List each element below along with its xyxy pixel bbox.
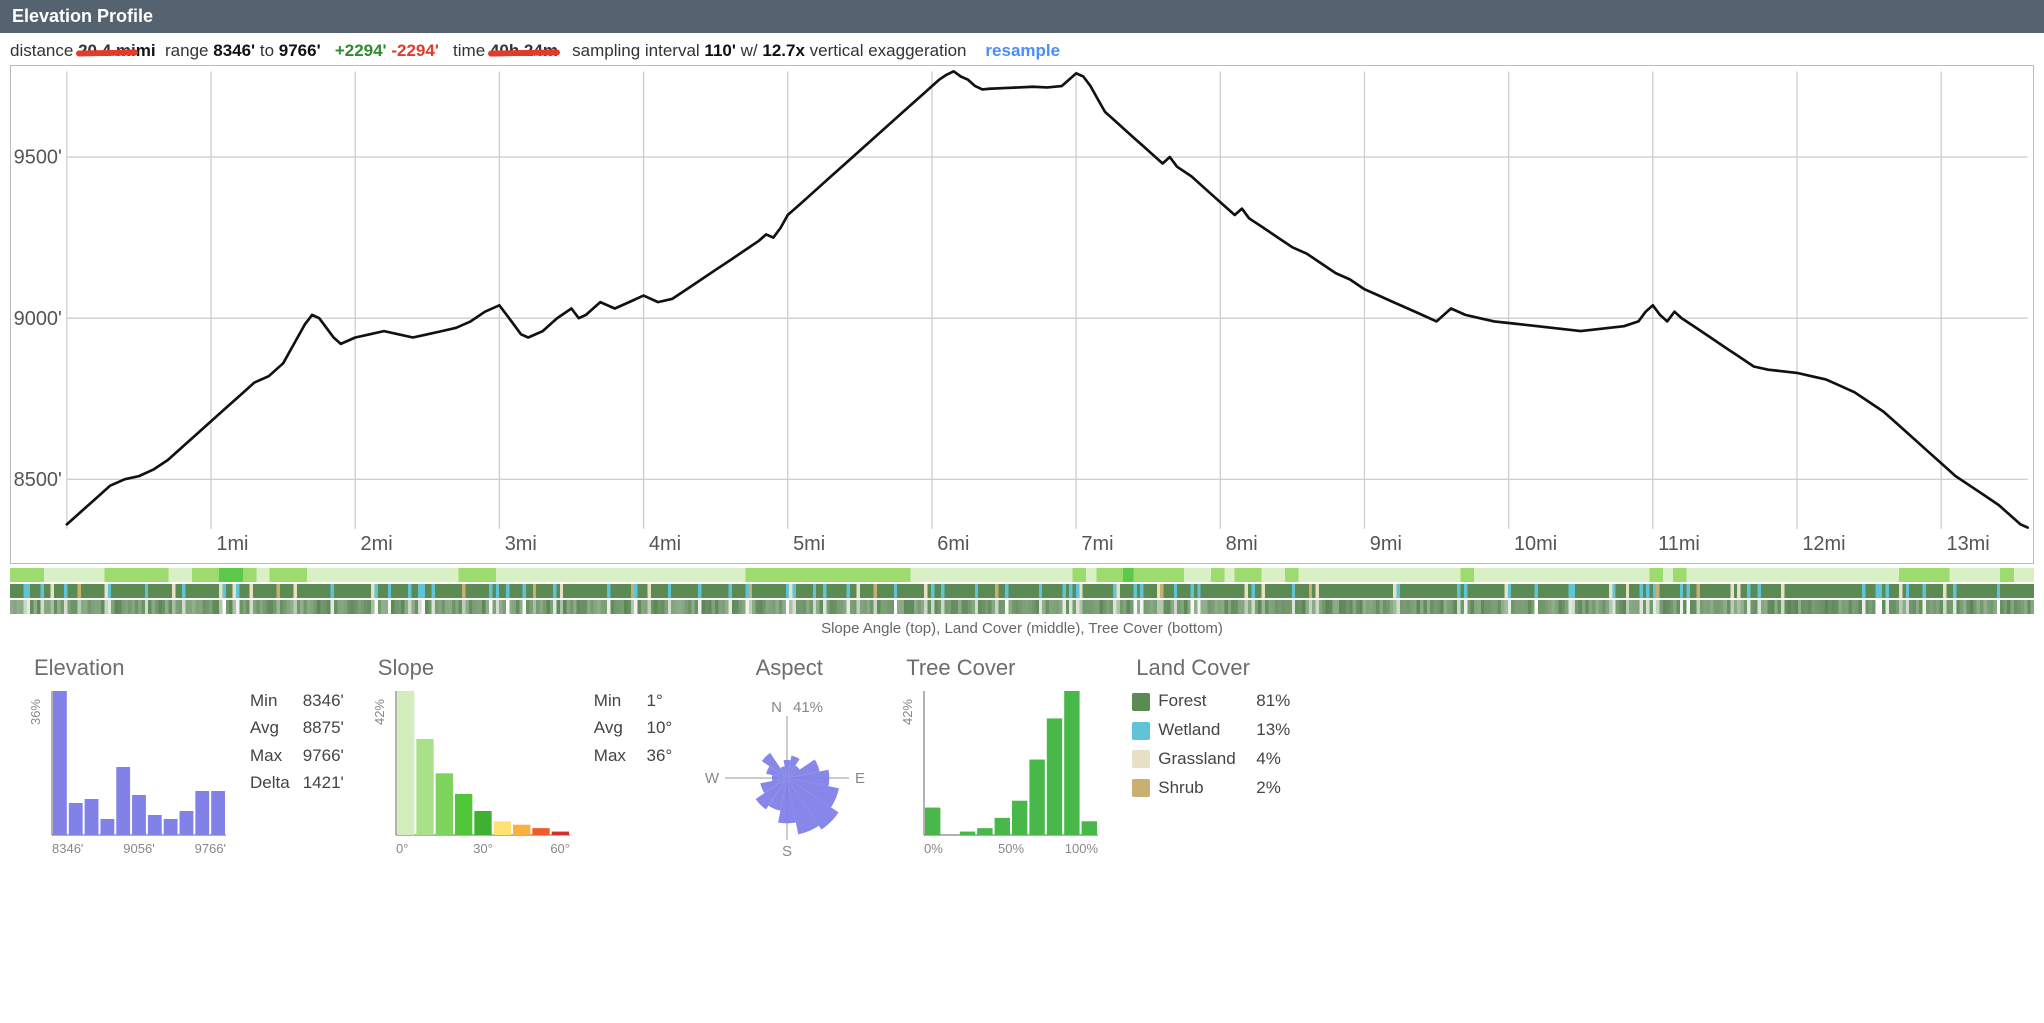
aspect-rose-chart: N 41% E S W [702,687,872,857]
svg-text:2mi: 2mi [361,533,393,555]
svg-text:5mi: 5mi [793,533,825,555]
landcover-swatch [1132,693,1150,711]
time-value: 40h 24m [490,41,558,60]
svg-text:1mi: 1mi [216,533,248,555]
elevation-gain: +2294' [335,41,387,60]
slope-strip [10,568,2034,582]
sampling-value: 110' [704,41,735,60]
svg-text:8mi: 8mi [1226,533,1258,555]
landcover-swatch [1132,750,1150,768]
elevation-hist-title: Elevation [34,655,344,681]
profile-summary: distance 20.4 mimi range 8346' to 9766' … [0,33,2044,65]
distance-unit: mi [136,41,156,60]
landcover-item: Wetland13% [1132,716,1290,745]
svg-text:100%: 100% [1065,841,1099,856]
svg-text:9000': 9000' [14,308,62,330]
svg-text:9500': 9500' [14,147,62,169]
svg-text:8500': 8500' [14,469,62,491]
svg-text:41%: 41% [793,699,823,716]
svg-text:42%: 42% [902,699,915,725]
svg-text:W: W [705,770,720,787]
elevation-stats: Min 8346'Avg 8875'Max 9766'Delta 1421' [250,687,344,796]
svg-text:E: E [855,770,865,787]
landcover-title: Land Cover [1136,655,1290,681]
svg-text:9mi: 9mi [1370,533,1402,555]
svg-text:11mi: 11mi [1658,533,1700,555]
landcover-swatch [1132,722,1150,740]
svg-text:0°: 0° [396,841,408,856]
elevation-loss: -2294' [391,41,439,60]
elevation-profile-chart[interactable]: 1mi 2mi 3mi 4mi 5mi 6mi 7mi 8mi 9mi 10mi 11mi 12mi 1… [10,65,2034,564]
svg-text:10mi: 10mi [1514,533,1557,555]
landcover-strip [10,584,2034,598]
landcover-item: Grassland4% [1132,745,1290,774]
svg-text:6mi: 6mi [937,533,969,555]
svg-text:12mi: 12mi [1802,533,1845,555]
distance-value: 20.4 mi [78,41,136,60]
svg-text:42%: 42% [374,699,387,725]
svg-text:N: N [771,699,782,716]
exaggeration-label: vertical exaggeration [810,41,967,60]
treecover-histogram: 42% 0% 50% 100% [902,687,1102,857]
range-max: 9766' [279,41,321,60]
svg-text:8346': 8346' [52,841,83,856]
resample-link[interactable]: resample [985,41,1060,60]
svg-text:7mi: 7mi [1081,533,1113,555]
svg-text:36%: 36% [30,699,43,725]
svg-text:9766': 9766' [195,841,226,856]
distance-label: distance [10,41,73,60]
range-min: 8346' [213,41,255,60]
svg-text:50%: 50% [998,841,1024,856]
sampling-label: sampling interval [572,41,700,60]
panel-title: Elevation Profile [0,0,2044,33]
range-label: range [165,41,208,60]
time-label: time [453,41,485,60]
landcover-item: Shrub2% [1132,774,1290,803]
treecover-hist-title: Tree Cover [906,655,1102,681]
svg-text:9056': 9056' [123,841,154,856]
landcover-swatch [1132,779,1150,797]
landcover-item: Forest81% [1132,687,1290,716]
exaggeration-value: 12.7x [762,41,805,60]
strips-caption: Slope Angle (top), Land Cover (middle), … [10,616,2034,645]
svg-text:4mi: 4mi [649,533,681,555]
slope-histogram: 42% 0° 30° 60° [374,687,574,857]
elevation-histogram: 36% 8346' 9056' 9766' [30,687,230,857]
slope-stats: Min 1°Avg 10°Max 36° [594,687,672,769]
slope-hist-title: Slope [378,655,672,681]
landcover-legend: Forest81%Wetland13%Grassland4%Shrub2% [1132,687,1290,803]
aspect-title: Aspect [706,655,872,681]
svg-text:30°: 30° [473,841,493,856]
svg-text:3mi: 3mi [505,533,537,555]
svg-text:0%: 0% [924,841,943,856]
svg-text:S: S [782,843,792,857]
svg-text:60°: 60° [550,841,570,856]
svg-text:13mi: 13mi [1946,533,1989,555]
treecover-strip [10,600,2034,614]
